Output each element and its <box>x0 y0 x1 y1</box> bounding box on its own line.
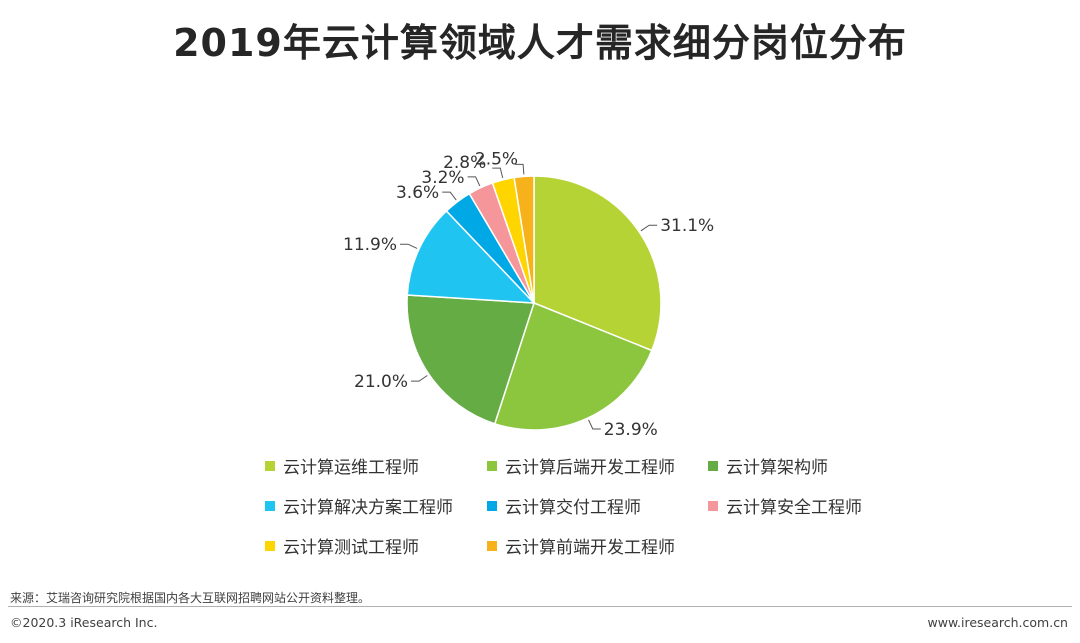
legend-label: 云计算运维工程师 <box>283 458 419 478</box>
website-link[interactable]: www.iresearch.com.cn <box>927 615 1069 630</box>
legend-item: 云计算运维工程师 <box>265 453 419 478</box>
leader-line-8 <box>515 163 525 175</box>
leader-line-2 <box>588 419 601 430</box>
legend-swatch <box>487 500 497 511</box>
legend-label: 云计算解决方案工程师 <box>283 498 453 518</box>
pie-slice-2 <box>493 302 653 431</box>
leader-line-1 <box>640 224 658 232</box>
data-label-3: 21.0% <box>354 372 408 392</box>
leader-line-5 <box>442 191 457 201</box>
source-note: 来源：艾瑞咨询研究院根据国内各大互联网招聘网站公开资料整理。 <box>10 591 371 605</box>
data-label-4: 11.9% <box>343 235 397 255</box>
legend-item: 云计算交付工程师 <box>487 493 641 518</box>
legend-swatch <box>265 460 275 471</box>
legend-item: 云计算解决方案工程师 <box>265 493 453 518</box>
legend-swatch <box>708 460 718 471</box>
leader-line-7 <box>492 167 504 178</box>
legend-label: 云计算架构师 <box>726 458 828 478</box>
data-label-2: 23.9% <box>604 420 658 440</box>
footer-divider <box>8 606 1072 607</box>
legend-swatch <box>487 460 497 471</box>
legend-item: 云计算测试工程师 <box>265 533 419 558</box>
chart-title: 2019年云计算领域人才需求细分岗位分布 <box>173 21 907 65</box>
data-label-1: 31.1% <box>660 216 714 236</box>
legend-item: 云计算安全工程师 <box>708 493 862 518</box>
data-label-6: 3.2% <box>421 168 464 188</box>
leader-line-6 <box>467 176 481 187</box>
pie-slice-1 <box>533 175 662 352</box>
legend-label: 云计算安全工程师 <box>726 498 862 518</box>
data-label-7: 2.8% <box>443 153 486 173</box>
leader-line-4 <box>400 243 418 249</box>
legend-item: 云计算架构师 <box>708 453 828 478</box>
copyright-text: ©2020.3 iResearch Inc. <box>10 615 158 630</box>
pie-slice-3 <box>406 294 536 425</box>
data-label-8: 2.5% <box>475 149 518 169</box>
legend-swatch <box>708 500 718 511</box>
pie-slice-8 <box>513 175 535 304</box>
legend-item: 云计算前端开发工程师 <box>487 533 675 558</box>
leader-line-3 <box>411 375 428 382</box>
data-label-5: 3.6% <box>396 183 439 203</box>
legend-label: 云计算交付工程师 <box>505 498 641 518</box>
legend-item: 云计算后端开发工程师 <box>487 453 675 478</box>
legend-label: 云计算后端开发工程师 <box>505 458 675 478</box>
legend-label: 云计算测试工程师 <box>283 538 419 558</box>
legend-swatch <box>265 500 275 511</box>
legend-swatch <box>487 540 497 551</box>
legend-swatch <box>265 540 275 551</box>
pie-slice-4 <box>406 209 536 304</box>
legend-label: 云计算前端开发工程师 <box>505 538 675 558</box>
